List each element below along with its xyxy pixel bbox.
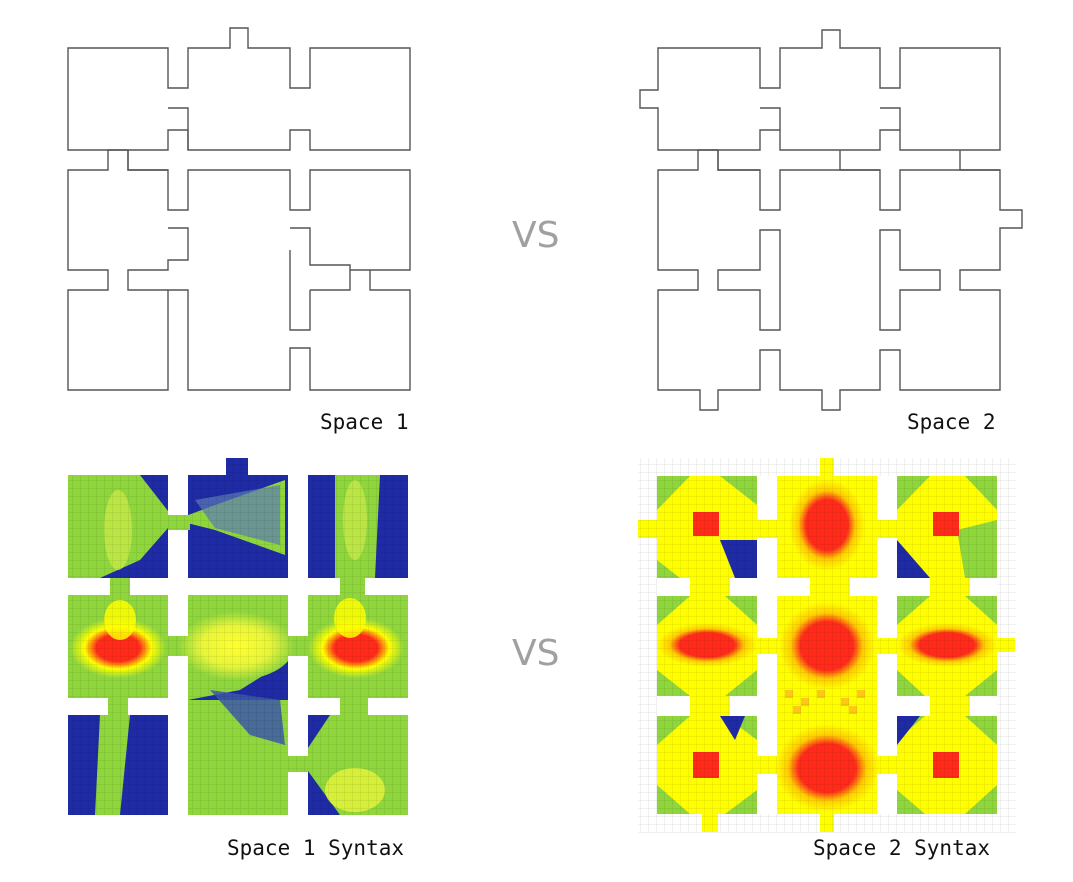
space1-inner-d	[290, 227, 370, 271]
vs-top-label: VS	[512, 215, 560, 256]
space1-inner-f	[289, 250, 311, 331]
space2-caption: Space 2	[907, 410, 996, 434]
space1-inner-a	[168, 107, 189, 150]
space1-inner-c	[127, 227, 189, 291]
space2-inner-a	[760, 107, 781, 130]
space1-syntax-caption: Space 1 Syntax	[227, 836, 405, 860]
space2-middle	[657, 149, 1023, 411]
space1-inner-b	[127, 150, 168, 171]
space1-cross-left	[67, 149, 411, 391]
space1-caption: Space 1	[320, 410, 409, 434]
space2-inner-e	[879, 229, 941, 331]
space2-syntax-caption: Space 2 Syntax	[813, 836, 991, 860]
space2-inner-b	[880, 107, 901, 130]
space2-inner-c	[717, 150, 1000, 171]
space1-inner-e	[310, 270, 351, 291]
space2-inner-d	[717, 229, 781, 331]
vs-bottom-label: VS	[512, 633, 560, 674]
space2-outer	[639, 29, 1001, 151]
